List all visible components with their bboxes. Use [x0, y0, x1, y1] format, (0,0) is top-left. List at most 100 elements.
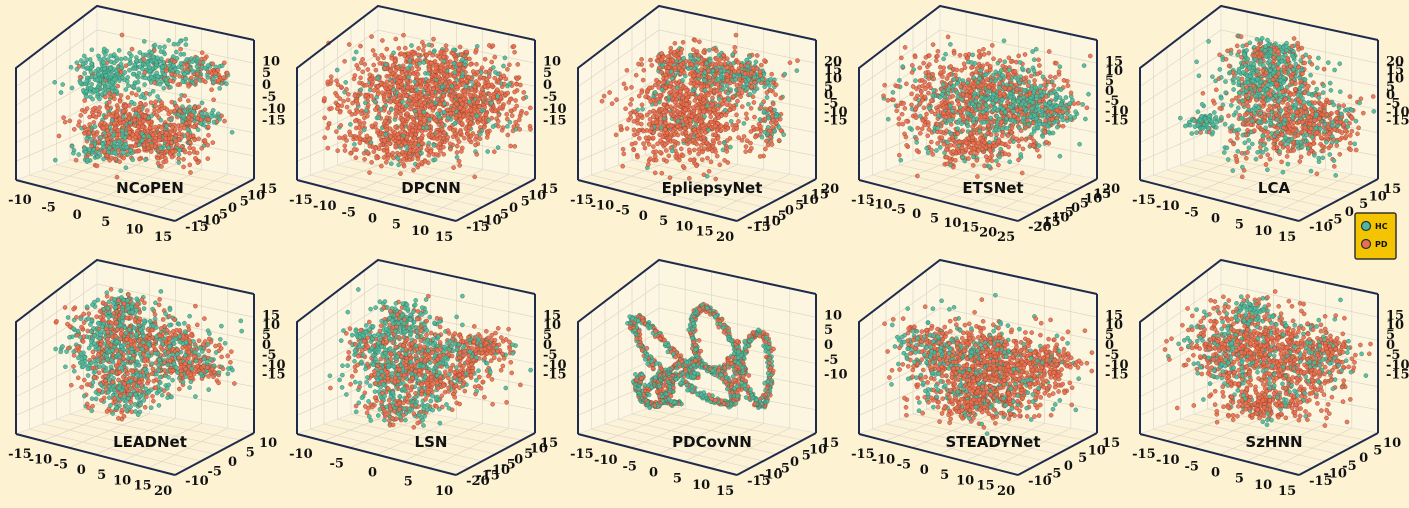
- point-hc: [426, 42, 432, 48]
- point-hc: [120, 75, 125, 80]
- point-pd: [623, 86, 629, 91]
- point-pd: [196, 136, 201, 142]
- point-pd: [450, 51, 456, 56]
- point-pd: [146, 138, 152, 143]
- point-pd: [456, 139, 462, 144]
- point-hc: [87, 147, 92, 152]
- point-pd: [76, 64, 82, 69]
- point-pd: [475, 120, 481, 125]
- point-hc: [122, 70, 128, 75]
- point-pd: [735, 98, 740, 104]
- point-pd: [459, 52, 464, 57]
- point-pd: [904, 81, 909, 87]
- point-pd: [499, 128, 505, 133]
- point-pd: [795, 58, 800, 63]
- point-pd: [929, 139, 934, 145]
- point-hc: [666, 94, 672, 100]
- point-pd: [751, 100, 757, 105]
- point-hc: [426, 140, 431, 146]
- point-pd: [350, 100, 355, 106]
- point-hc: [731, 73, 737, 78]
- point-pd: [741, 134, 747, 139]
- point-pd: [487, 91, 492, 97]
- point-pd: [375, 84, 381, 89]
- point-pd: [418, 145, 424, 151]
- point-pd: [743, 149, 748, 154]
- point-pd: [754, 53, 760, 58]
- point-pd: [372, 52, 378, 58]
- point-pd: [159, 154, 165, 159]
- point-hc: [71, 150, 76, 156]
- point-pd: [675, 109, 681, 114]
- point-pd: [424, 52, 429, 58]
- point-pd: [422, 100, 427, 106]
- point-hc: [445, 115, 451, 121]
- point-pd: [118, 93, 124, 98]
- point-hc: [696, 56, 701, 62]
- point-hc: [87, 57, 93, 62]
- point-hc: [752, 89, 757, 94]
- point-pd: [690, 138, 696, 143]
- point-pd: [773, 92, 778, 97]
- point-pd: [117, 99, 123, 104]
- x-tick-label: 10: [411, 224, 429, 239]
- point-pd: [497, 105, 503, 110]
- point-hc: [782, 71, 788, 77]
- point-pd: [369, 93, 374, 99]
- point-pd: [362, 157, 367, 162]
- point-pd: [991, 56, 996, 62]
- point-pd: [389, 55, 394, 61]
- point-pd: [429, 96, 434, 101]
- point-hc: [116, 138, 122, 144]
- point-pd: [430, 52, 436, 58]
- point-hc: [162, 44, 167, 50]
- point-pd: [731, 106, 737, 111]
- point-pd: [483, 112, 489, 118]
- point-pd: [707, 80, 712, 86]
- point-pd: [639, 57, 644, 62]
- point-pd: [904, 119, 909, 124]
- point-pd: [710, 138, 716, 143]
- point-pd: [629, 85, 634, 90]
- point-hc: [134, 58, 140, 64]
- point-hc: [149, 50, 155, 55]
- point-pd: [437, 135, 443, 141]
- point-pd: [437, 101, 443, 107]
- point-hc: [348, 122, 353, 127]
- point-pd: [435, 97, 440, 102]
- point-pd: [438, 148, 443, 154]
- point-pd: [209, 87, 214, 92]
- point-pd: [428, 60, 434, 66]
- point-pd: [495, 87, 500, 92]
- x-tick-label: 0: [639, 209, 648, 224]
- point-pd: [683, 59, 689, 64]
- point-pd: [507, 62, 512, 68]
- y-tick-label: 20: [821, 182, 839, 197]
- point-pd: [725, 125, 731, 131]
- point-pd: [398, 171, 403, 176]
- point-pd: [365, 113, 370, 119]
- point-pd: [722, 97, 728, 103]
- point-pd: [722, 61, 728, 67]
- point-pd: [683, 116, 688, 122]
- point-pd: [382, 118, 388, 124]
- point-pd: [433, 65, 439, 71]
- point-pd: [904, 143, 909, 148]
- point-pd: [181, 157, 186, 162]
- point-pd: [472, 174, 477, 180]
- point-pd: [635, 131, 640, 137]
- point-pd: [659, 51, 664, 56]
- point-hc: [147, 65, 152, 70]
- point-pd: [388, 85, 393, 90]
- point-pd: [473, 142, 478, 148]
- point-pd: [143, 102, 148, 107]
- point-pd: [713, 56, 719, 62]
- point-hc: [706, 47, 712, 53]
- point-hc: [182, 108, 188, 114]
- point-hc: [486, 118, 492, 123]
- point-pd: [202, 56, 208, 62]
- point-pd: [188, 170, 193, 175]
- point-pd: [909, 70, 915, 75]
- point-hc: [130, 71, 136, 77]
- point-pd: [351, 147, 357, 152]
